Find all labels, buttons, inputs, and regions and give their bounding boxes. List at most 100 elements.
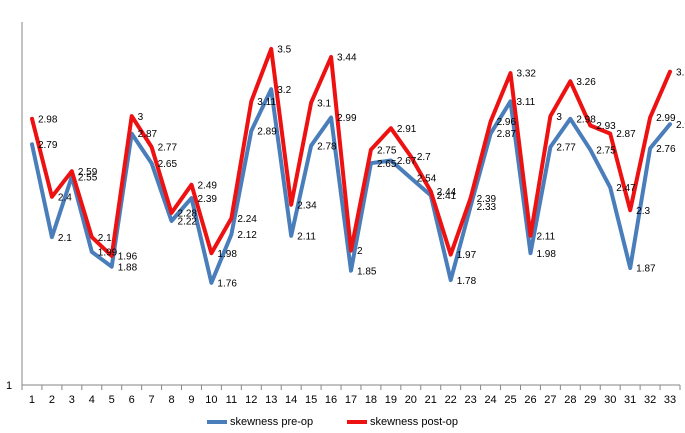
data-label: 2.99 bbox=[337, 113, 357, 124]
data-label: 1.88 bbox=[118, 262, 138, 273]
data-label: 2.75 bbox=[377, 145, 397, 156]
data-label: 2.76 bbox=[656, 144, 676, 155]
data-label: 2.98 bbox=[38, 114, 58, 125]
data-label: 2.49 bbox=[197, 180, 217, 191]
x-tick-label: 33 bbox=[664, 394, 676, 406]
data-label: 2.44 bbox=[437, 187, 457, 198]
data-label: 2.1 bbox=[98, 233, 112, 244]
x-tick-label: 30 bbox=[604, 394, 616, 406]
x-tick-label: 4 bbox=[89, 394, 95, 406]
data-label: 3.44 bbox=[337, 53, 357, 64]
data-label: 2.28 bbox=[178, 209, 198, 220]
data-label: 1.99 bbox=[98, 248, 118, 259]
x-tick-label: 22 bbox=[445, 394, 457, 406]
data-label: 2.39 bbox=[477, 194, 497, 205]
data-label: 3.2 bbox=[277, 85, 291, 96]
x-tick-label: 10 bbox=[205, 394, 217, 406]
data-label: 2.93 bbox=[596, 121, 616, 132]
series-layer bbox=[30, 46, 672, 285]
x-tick-label: 11 bbox=[226, 394, 237, 406]
x-tick-label: 20 bbox=[405, 394, 417, 406]
series-line-pre-op bbox=[30, 87, 672, 285]
data-label: 2.75 bbox=[596, 145, 616, 156]
data-label: 2 bbox=[357, 246, 363, 257]
x-tick-label: 21 bbox=[425, 394, 437, 406]
data-label: 2.41 bbox=[437, 191, 457, 202]
x-tick-label: 18 bbox=[365, 394, 377, 406]
x-tick-label: 16 bbox=[325, 394, 337, 406]
data-label: 2.99 bbox=[656, 113, 676, 124]
data-label: 2.65 bbox=[158, 159, 178, 170]
x-tick-label: 2 bbox=[49, 394, 55, 406]
legend-label-pre-op: skewness pre-op bbox=[230, 416, 313, 428]
data-label: 2.89 bbox=[257, 127, 277, 138]
x-tick-label: 3 bbox=[69, 394, 75, 406]
data-label: 2.24 bbox=[237, 214, 257, 225]
data-label: 2.4 bbox=[58, 192, 72, 203]
data-label: 1.97 bbox=[457, 250, 477, 261]
x-tick-label: 7 bbox=[149, 394, 155, 406]
data-label: 2.67 bbox=[397, 156, 417, 167]
data-label: 1.96 bbox=[118, 252, 138, 263]
data-label: 2.91 bbox=[397, 124, 417, 135]
data-label: 2.79 bbox=[38, 140, 58, 151]
y-tick-label: 1 bbox=[6, 380, 12, 392]
data-label: 3.32 bbox=[517, 69, 537, 80]
data-label: 2.94 bbox=[676, 120, 685, 131]
x-tick-label: 31 bbox=[624, 394, 636, 406]
data-label: 3.5 bbox=[277, 45, 291, 56]
data-label: 1.85 bbox=[357, 266, 377, 277]
x-tick-label: 29 bbox=[584, 394, 596, 406]
data-label: 2.11 bbox=[297, 231, 316, 242]
data-labels: 2.79 2.1 2.55 1.991.88 2.87 2.65 2.22 2.39 1.76 2… bbox=[38, 45, 685, 290]
data-label: 2.34 bbox=[297, 200, 317, 211]
legend-label-post-op: skewness post-op bbox=[370, 416, 458, 428]
x-tick-label: 23 bbox=[465, 394, 477, 406]
data-label: 1.87 bbox=[636, 264, 656, 275]
chart-axes: 1 bbox=[6, 22, 680, 392]
data-label: 2.65 bbox=[377, 159, 397, 170]
data-label: 1.78 bbox=[457, 276, 477, 287]
x-tick-label: 27 bbox=[544, 394, 556, 406]
data-label: 2.55 bbox=[78, 172, 98, 183]
x-tick-label: 5 bbox=[109, 394, 115, 406]
data-label: 2.98 bbox=[576, 114, 596, 125]
data-label: 3.26 bbox=[576, 77, 596, 88]
data-label: 3.11 bbox=[517, 97, 536, 108]
data-label: 2.59 bbox=[78, 167, 98, 178]
x-tick-label: 14 bbox=[285, 394, 297, 406]
x-tick-label: 9 bbox=[188, 394, 194, 406]
data-label: 2.7 bbox=[417, 152, 431, 163]
data-label: 2.39 bbox=[197, 194, 217, 205]
data-label: 2.96 bbox=[497, 117, 517, 128]
x-tick-label: 24 bbox=[484, 394, 496, 406]
data-label: 2.47 bbox=[616, 183, 636, 194]
data-label: 3.1 bbox=[317, 98, 331, 109]
data-label: 2.87 bbox=[616, 129, 636, 140]
data-label: 3 bbox=[138, 112, 144, 123]
data-label: 3 bbox=[556, 112, 562, 123]
data-label: 2.77 bbox=[158, 143, 178, 154]
data-label: 2.78 bbox=[317, 141, 337, 152]
data-label: 3.11 bbox=[257, 97, 276, 108]
x-tick-label: 13 bbox=[265, 394, 277, 406]
x-tick-label: 6 bbox=[129, 394, 135, 406]
data-label: 2.12 bbox=[237, 230, 257, 241]
series-line-post-op bbox=[30, 46, 672, 258]
data-label: 2.87 bbox=[138, 129, 158, 140]
x-tick-label: 17 bbox=[345, 394, 357, 406]
data-label: 2.33 bbox=[477, 202, 497, 213]
x-tick-label: 15 bbox=[305, 394, 317, 406]
data-label: 3.33 bbox=[676, 67, 685, 78]
x-tick-label: 1 bbox=[29, 394, 35, 406]
x-axis-ticks: 1 2 3 4 5 6 7 8 9 10 11 12 13 14 15 16 17 18 19 20 21 22 23 24 2… bbox=[21, 385, 681, 406]
data-label: 2.54 bbox=[417, 174, 437, 185]
x-tick-label: 26 bbox=[524, 394, 536, 406]
data-label: 2.1 bbox=[58, 233, 72, 244]
x-tick-label: 28 bbox=[564, 394, 576, 406]
data-label: 1.76 bbox=[217, 278, 237, 289]
data-label: 2.3 bbox=[636, 206, 650, 217]
data-label: 1.98 bbox=[217, 249, 237, 260]
data-label: 2.22 bbox=[178, 217, 198, 228]
